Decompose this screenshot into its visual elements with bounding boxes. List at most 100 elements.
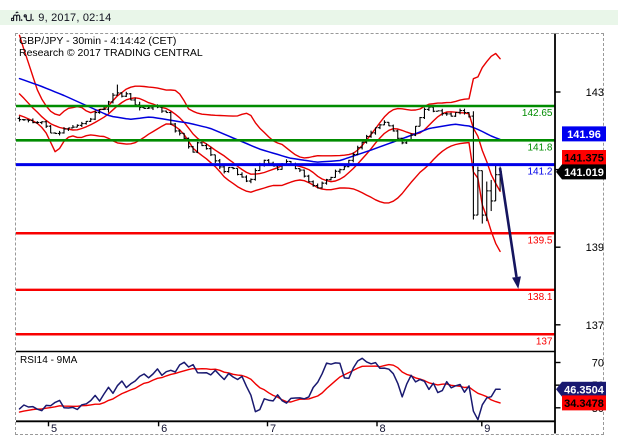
rsi-tick-label: 70 [592,358,604,370]
ohlc-bar [315,183,320,189]
ohlc-bar [30,118,35,124]
ohlc-bar [204,143,209,150]
ohlc-bar [128,93,133,101]
chart-panel [15,33,604,435]
badge-text: 34.3478 [564,398,604,410]
ohlc-bar [213,154,218,164]
rsi-plot [18,357,501,421]
ohlc-bar [26,119,31,123]
ohlc-bar [493,165,498,202]
price-tick-label: 139 [586,242,604,254]
price-badge: 141.019 [556,164,606,180]
ohlc-bar [39,121,44,125]
badge-text: 141.375 [564,153,604,165]
ohlc-bar [44,120,49,128]
ohlc-bar [440,108,445,116]
ohlc-bar [119,92,124,98]
badge-rect [562,164,606,180]
ohlc-bar [168,111,173,125]
glyph-stroke [10,14,21,22]
ohlc-bar [17,116,22,122]
ohlc-bar [200,142,204,147]
ohlc-bar [48,125,53,134]
thai-sara-i-glyph [15,11,19,14]
ohlc-bar [297,168,302,173]
ohlc-bar [338,168,342,174]
chart-title: GBP/JPY - 30min - 4:14:42 (CET) [19,35,177,47]
ohlc-bar [467,111,471,118]
ohlc-bar [391,124,396,132]
badge-text: 141.019 [564,167,604,179]
ohlc-bar [57,130,62,136]
chart-subtitle: Research © 2017 TRADING CENTRAL [19,46,203,59]
ohlc-bar [373,127,378,135]
time-tick-label: 5 [51,423,57,435]
time-tick-label: 6 [161,423,167,435]
ohlc-bar [53,132,57,135]
date-text: 9, 2017, 02:14 [10,11,111,24]
main-plot [17,34,502,253]
ohlc-bar [208,146,213,157]
ohlc-bar [320,181,324,189]
ohlc-bar [124,91,129,98]
ohlc-bar [449,112,454,117]
thai-month-icon [10,11,34,22]
ohlc-bar [71,125,75,129]
ohlc-bar [462,108,467,115]
level-label: 141.8 [527,142,552,153]
ohlc-bar [413,125,418,137]
ohlc-bar [231,166,235,170]
level-label: 142.65 [522,108,553,119]
blue-ma-line [18,77,501,163]
ohlc-bar [240,172,244,178]
date-bar: 9, 2017, 02:14 [0,10,618,25]
level-label: 137 [536,336,553,347]
ohlc-bar [182,132,187,140]
level-label: 139.5 [527,235,552,246]
badge-rect [562,150,606,166]
ohlc-bar [66,127,71,131]
badge-arrow [556,381,562,397]
time-tick-label: 9 [484,423,490,435]
ohlc-bar [253,168,258,181]
ohlc-bar [324,178,329,185]
glyph-stroke [25,13,32,22]
thai-yo-yak-glyph [23,13,32,22]
ohlc-bar [458,108,462,115]
trend-arrow-head [512,276,521,289]
ohlc-bar [360,141,365,150]
ohlc-bar [382,120,387,126]
ohlc-bar [484,181,489,222]
period-dot [32,19,34,21]
ohlc-bar [333,169,338,179]
price-badge: 141.375 [562,150,606,166]
ohlc-bar [177,129,182,136]
price-tick-label: 143 [586,87,604,99]
trend-arrow-shaft [498,167,518,278]
thai-mo-ma-glyph [10,11,21,22]
ohlc-bar [133,97,138,106]
ohlc-bar [226,166,231,173]
badge-rect [562,126,606,142]
badge-arrow [556,164,562,180]
ohlc-bar [235,167,240,176]
ohlc-bar [244,175,249,183]
ohlc-bar [22,119,26,121]
ohlc-bar [329,176,333,181]
ohlc-bar [62,127,66,134]
level-label: 138.1 [527,292,552,303]
ohlc-bar [111,92,115,104]
rsi-badge: 34.3478 [562,395,606,411]
ohlc-bar [422,107,427,119]
time-tick-label: 8 [380,423,386,435]
ohlc-bar [351,152,356,163]
rsi-line [18,357,501,421]
rsi-badge: 46.3504 [556,381,606,397]
ohlc-bar [142,106,146,109]
ohlc-bar [222,164,227,174]
ohlc-bar [306,174,311,183]
ohlc-bar [93,110,98,121]
ohlc-bar [418,116,422,127]
